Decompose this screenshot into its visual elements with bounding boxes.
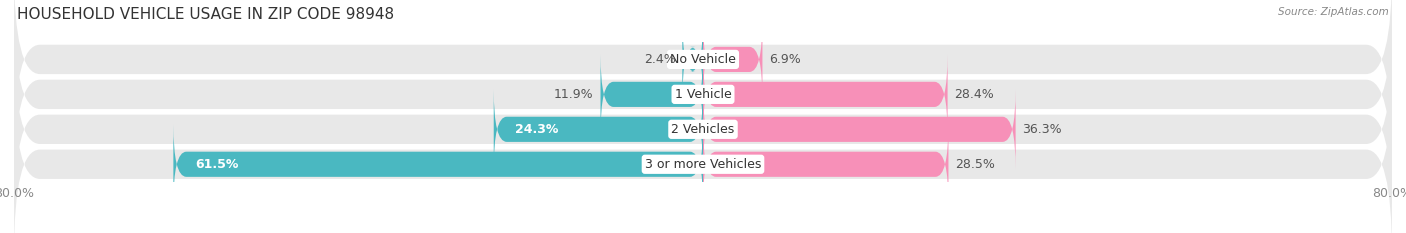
FancyBboxPatch shape: [703, 124, 949, 204]
FancyBboxPatch shape: [682, 20, 703, 99]
Text: 3 or more Vehicles: 3 or more Vehicles: [645, 158, 761, 171]
Text: 36.3%: 36.3%: [1022, 123, 1062, 136]
FancyBboxPatch shape: [14, 39, 1392, 219]
Text: 1 Vehicle: 1 Vehicle: [675, 88, 731, 101]
Text: Source: ZipAtlas.com: Source: ZipAtlas.com: [1278, 7, 1389, 17]
Text: 11.9%: 11.9%: [554, 88, 593, 101]
Text: 61.5%: 61.5%: [195, 158, 238, 171]
Text: 24.3%: 24.3%: [515, 123, 558, 136]
Text: 2 Vehicles: 2 Vehicles: [672, 123, 734, 136]
Text: No Vehicle: No Vehicle: [671, 53, 735, 66]
Text: HOUSEHOLD VEHICLE USAGE IN ZIP CODE 98948: HOUSEHOLD VEHICLE USAGE IN ZIP CODE 9894…: [17, 7, 394, 22]
Text: 28.4%: 28.4%: [955, 88, 994, 101]
Text: 28.5%: 28.5%: [955, 158, 995, 171]
FancyBboxPatch shape: [703, 55, 948, 134]
FancyBboxPatch shape: [703, 20, 762, 99]
FancyBboxPatch shape: [14, 74, 1392, 233]
FancyBboxPatch shape: [703, 89, 1015, 169]
Text: 2.4%: 2.4%: [644, 53, 675, 66]
Text: 6.9%: 6.9%: [769, 53, 801, 66]
FancyBboxPatch shape: [600, 55, 703, 134]
FancyBboxPatch shape: [14, 4, 1392, 185]
FancyBboxPatch shape: [14, 0, 1392, 150]
FancyBboxPatch shape: [173, 124, 703, 204]
FancyBboxPatch shape: [494, 89, 703, 169]
